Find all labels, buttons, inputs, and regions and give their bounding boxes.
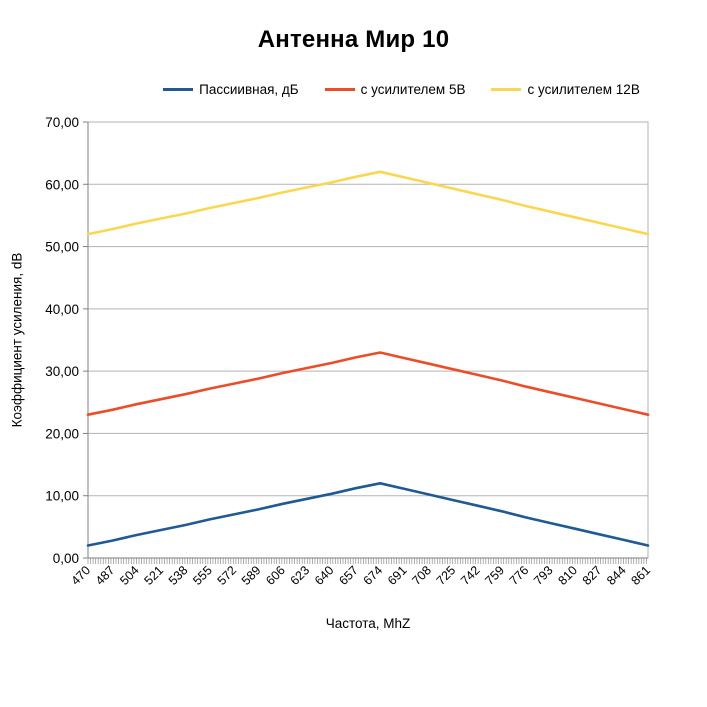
x-tick-label: 861 <box>628 563 653 588</box>
x-tick-label: 657 <box>336 563 361 588</box>
series-line-3 <box>86 170 650 236</box>
legend-swatch-line <box>324 88 355 91</box>
legend-item: Пассиивная, дБ <box>163 82 299 97</box>
legend-item: с усилителем 5В <box>324 82 466 97</box>
x-tick-label: 623 <box>288 563 313 588</box>
y-tick-label: 70,00 <box>45 115 79 130</box>
y-tick-label: 20,00 <box>45 426 79 441</box>
series-line-1 <box>86 481 650 547</box>
x-axis-title: Частота, MhZ <box>325 616 411 631</box>
y-tick-label: 30,00 <box>45 364 79 379</box>
legend-swatch-line <box>163 88 194 91</box>
x-tick-label: 589 <box>239 563 264 588</box>
chart-title: Антенна Мир 10 <box>257 26 450 53</box>
y-tick-label: 10,00 <box>45 489 79 504</box>
x-tick-label: 674 <box>361 563 386 588</box>
legend-label: с усилителем 5В <box>360 82 466 97</box>
x-tick-label: 827 <box>580 563 605 588</box>
plot-border <box>87 121 649 559</box>
legend-label: с усилителем 12В <box>527 82 640 97</box>
x-tick-label: 742 <box>458 563 483 588</box>
y-tick-label: 40,00 <box>45 302 79 317</box>
x-tick-label: 708 <box>409 563 434 588</box>
x-tick-label: 521 <box>142 563 167 588</box>
legend-swatch-line <box>491 88 522 91</box>
x-tick-label: 691 <box>385 563 410 588</box>
legend-label: Пассиивная, дБ <box>199 82 299 97</box>
x-tick-label: 844 <box>604 563 629 588</box>
y-tick-label: 50,00 <box>45 240 79 255</box>
x-tick-label: 538 <box>166 563 191 588</box>
y-tick-label: 0,00 <box>53 551 79 566</box>
legend-item: с усилителем 12В <box>491 82 640 97</box>
x-tick-label: 504 <box>117 563 142 588</box>
x-tick-label: 555 <box>190 563 215 588</box>
x-tick-label: 810 <box>555 563 580 588</box>
x-tick-label: 640 <box>312 563 337 588</box>
x-tick-label: 793 <box>531 563 556 588</box>
x-tick-label: 759 <box>482 563 507 588</box>
series-line-2 <box>86 351 650 417</box>
x-tick-label: 572 <box>215 563 240 588</box>
x-tick-label: 725 <box>434 563 459 588</box>
legend: Пассиивная, дБ с усилителем 5В с усилителе… <box>96 82 707 97</box>
x-tick-label: 606 <box>263 563 288 588</box>
x-tick-label: 776 <box>507 563 532 588</box>
y-tick-label: 60,00 <box>45 177 79 192</box>
x-tick-label: 487 <box>93 563 118 588</box>
x-tick-label: 470 <box>68 563 93 588</box>
